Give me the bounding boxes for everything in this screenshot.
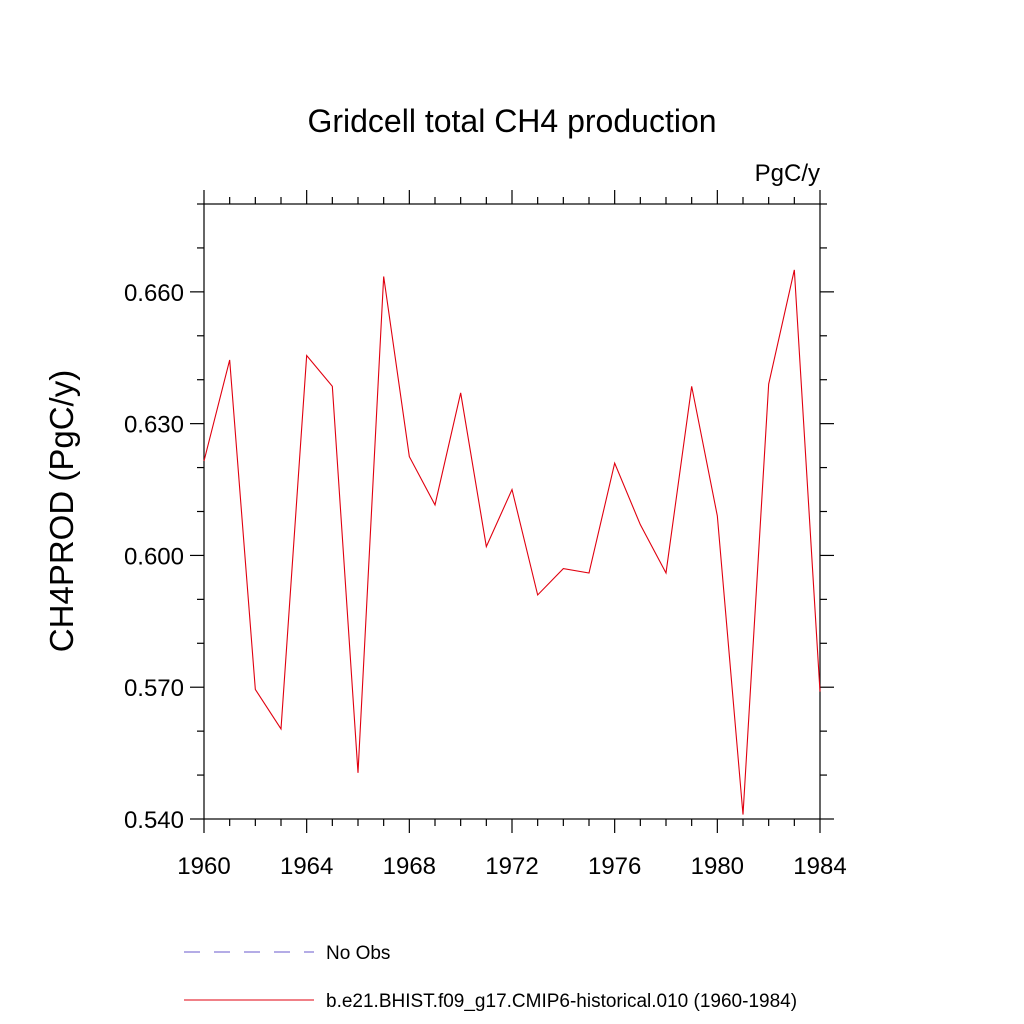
legend-label: No Obs	[326, 943, 390, 964]
x-tick-label: 1968	[383, 853, 436, 880]
y-axis-ticks: 0.540 0.570 0.600 0.630 0.660	[124, 203, 834, 834]
series-line	[203, 269, 821, 815]
y-tick-label: 0.600	[124, 543, 184, 570]
y-tick-label: 0.540	[124, 807, 184, 834]
y-axis-label: CH4PROD (PgC/y)	[43, 370, 80, 652]
units-label: PgC/y	[755, 160, 820, 187]
y-tick-label: 0.660	[124, 280, 184, 307]
legend: No Obs b.e21.BHIST.f09_g17.CMIP6-historic…	[184, 943, 797, 1012]
series-layer	[203, 269, 821, 815]
x-tick-label: 1976	[588, 853, 641, 880]
x-tick-label: 1964	[280, 853, 333, 880]
y-tick-label: 0.570	[124, 675, 184, 702]
x-tick-label: 1960	[177, 853, 230, 880]
y-tick-label: 0.630	[124, 412, 184, 439]
x-tick-label: 1984	[793, 853, 846, 880]
x-axis-ticks: 1960 1964 1968 1972 1976 1980 1984	[177, 190, 847, 880]
x-tick-label: 1980	[691, 853, 744, 880]
chart-title: Gridcell total CH4 production	[307, 103, 716, 139]
x-tick-label: 1972	[485, 853, 538, 880]
legend-label: b.e21.BHIST.f09_g17.CMIP6-historical.010…	[326, 991, 797, 1012]
